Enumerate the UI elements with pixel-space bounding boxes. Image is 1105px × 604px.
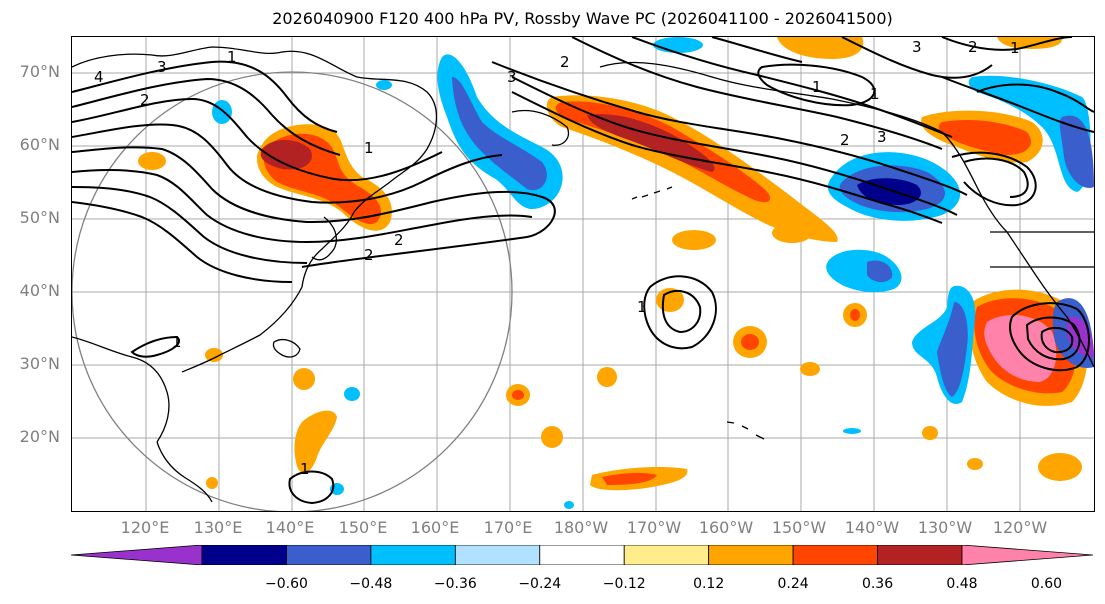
lat-label-50n: 50°N bbox=[19, 208, 60, 227]
colorbar-tick-label: 0.24 bbox=[777, 576, 809, 592]
colorbar-tick-label: −0.12 bbox=[602, 576, 646, 592]
contour-label: 1 bbox=[227, 48, 237, 66]
colorbar-segment bbox=[877, 545, 963, 565]
colorbar bbox=[71, 545, 1093, 565]
chart-title: 2026040900 F120 400 hPa PV, Rossby Wave … bbox=[272, 9, 893, 28]
contour-label: 3 bbox=[877, 128, 887, 146]
contour-label: 1 bbox=[812, 78, 822, 96]
lat-label-20n: 20°N bbox=[19, 427, 60, 446]
lon-label-170e: 170°E bbox=[483, 518, 533, 537]
contour-label: 1 bbox=[300, 460, 310, 478]
lon-label-170w: 170°W bbox=[626, 518, 682, 537]
contour-label: 2 bbox=[560, 53, 570, 71]
colorbar-tick-label: −0.36 bbox=[433, 576, 477, 592]
contour-label: 2 bbox=[364, 246, 374, 264]
lon-label-160w: 160°W bbox=[698, 518, 754, 537]
pv-contours bbox=[72, 37, 1094, 505]
lon-label-150w: 150°W bbox=[771, 518, 827, 537]
colorbar-tick-label: −0.24 bbox=[518, 576, 562, 592]
lat-label-30n: 30°N bbox=[19, 354, 60, 373]
map-canvas: 4 3 2 1 1 2 2 3 1 1 1 2 3 2 1 1 1 2 3 bbox=[72, 37, 1094, 511]
colorbar-segment bbox=[201, 545, 287, 565]
lon-label-140w: 140°W bbox=[844, 518, 900, 537]
colorbar-tick-label: 0.48 bbox=[946, 576, 978, 592]
colorbar-segment bbox=[708, 545, 794, 565]
contour-label: 2 bbox=[840, 131, 850, 149]
colorbar-tick-label: −0.48 bbox=[349, 576, 393, 592]
contour-label: 4 bbox=[94, 68, 104, 86]
lat-label-70n: 70°N bbox=[19, 62, 60, 81]
contour-label: 1 bbox=[870, 85, 880, 103]
colorbar-segment bbox=[539, 545, 625, 565]
colorbar-segment bbox=[623, 545, 710, 565]
lon-label-130e: 130°E bbox=[193, 518, 243, 537]
colorbar-tick-label: −0.60 bbox=[264, 576, 308, 592]
colorbar-tick-label: 0.36 bbox=[861, 576, 894, 592]
contour-label: 3 bbox=[157, 58, 167, 76]
lon-label-120w: 120°W bbox=[992, 518, 1048, 537]
contour-labels: 4 3 2 1 1 2 2 3 1 1 1 2 3 2 1 1 1 2 3 bbox=[94, 38, 1020, 478]
colorbar-segment bbox=[286, 545, 372, 565]
colorbar-segment bbox=[792, 545, 878, 565]
contour-label: 2 bbox=[394, 231, 404, 249]
contour-label: 1 bbox=[1010, 39, 1020, 57]
lon-label-130w: 130°W bbox=[917, 518, 973, 537]
lon-label-140e: 140°E bbox=[265, 518, 315, 537]
radius-circle bbox=[72, 71, 513, 511]
colorbar-extend-high bbox=[961, 545, 1093, 565]
lon-label-160e: 160°E bbox=[410, 518, 460, 537]
contour-label: 1 bbox=[172, 333, 182, 351]
colorbar-tick-label: 0.12 bbox=[693, 576, 725, 592]
lat-label-40n: 40°N bbox=[19, 281, 60, 300]
contour-label: 1 bbox=[364, 139, 374, 157]
contour-label: 2 bbox=[140, 91, 150, 109]
contour-label: 2 bbox=[968, 38, 978, 56]
colorbar-segment bbox=[454, 545, 541, 565]
colorbar-segment bbox=[370, 545, 456, 565]
colorbar-tick-label: 0.60 bbox=[1030, 576, 1063, 592]
contour-label: 3 bbox=[912, 38, 922, 56]
lat-label-60n: 60°N bbox=[19, 135, 60, 154]
lon-label-150e: 150°E bbox=[338, 518, 388, 537]
contour-label: 3 bbox=[507, 68, 517, 86]
lon-label-180w: 180°W bbox=[553, 518, 609, 537]
lon-label-120e: 120°E bbox=[120, 518, 170, 537]
map-panel: 4 3 2 1 1 2 2 3 1 1 1 2 3 2 1 1 1 2 3 bbox=[71, 36, 1095, 512]
contour-label: 1 bbox=[637, 298, 647, 316]
colorbar-extend-low bbox=[71, 545, 203, 565]
